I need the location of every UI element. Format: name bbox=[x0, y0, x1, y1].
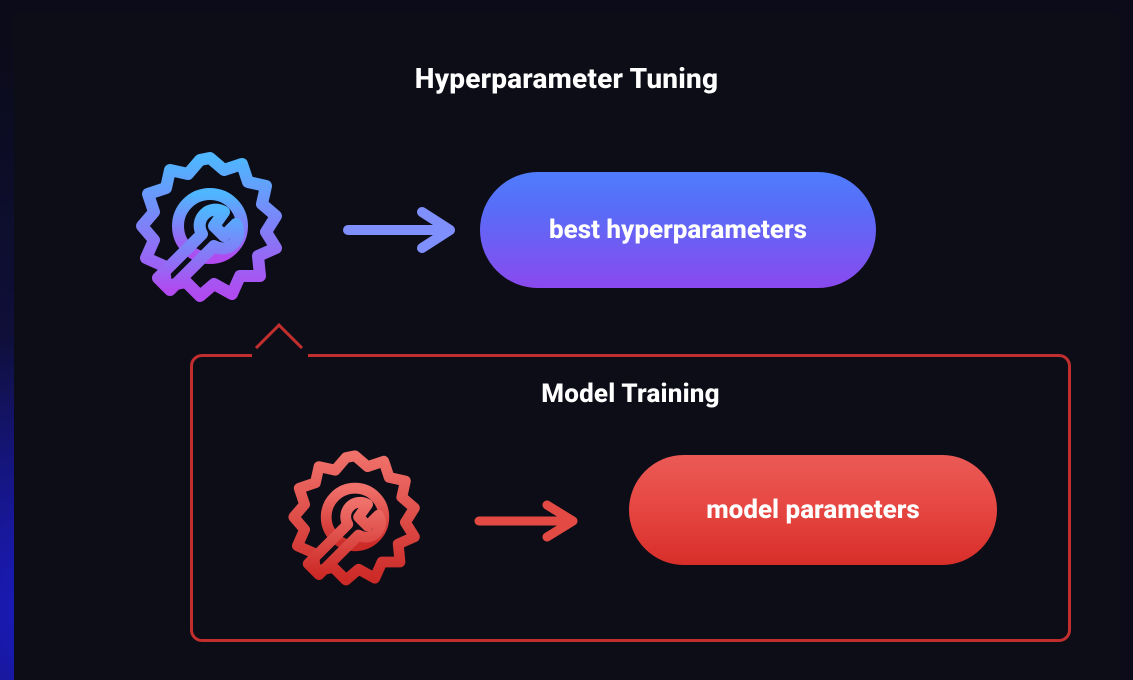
inner-output-label: model parameters bbox=[706, 495, 920, 525]
inner-training-box: Model Training bbox=[190, 354, 1071, 642]
diagram-panel: Hyperparameter Tuning bbox=[14, 14, 1119, 680]
outer-title: Hyperparameter Tuning bbox=[14, 62, 1119, 95]
inner-title: Model Training bbox=[193, 379, 1068, 409]
gear-wrench-icon bbox=[110, 126, 310, 326]
outer-output-label: best hyperparameters bbox=[549, 215, 807, 245]
inner-output-pill: model parameters bbox=[629, 455, 997, 565]
gear-wrench-icon bbox=[265, 427, 445, 607]
page-backdrop: Hyperparameter Tuning bbox=[0, 0, 1133, 680]
outer-output-pill: best hyperparameters bbox=[480, 172, 876, 288]
callout-notch-mask bbox=[252, 353, 308, 359]
arrow-right-icon bbox=[473, 499, 583, 543]
arrow-right-icon bbox=[342, 206, 462, 254]
